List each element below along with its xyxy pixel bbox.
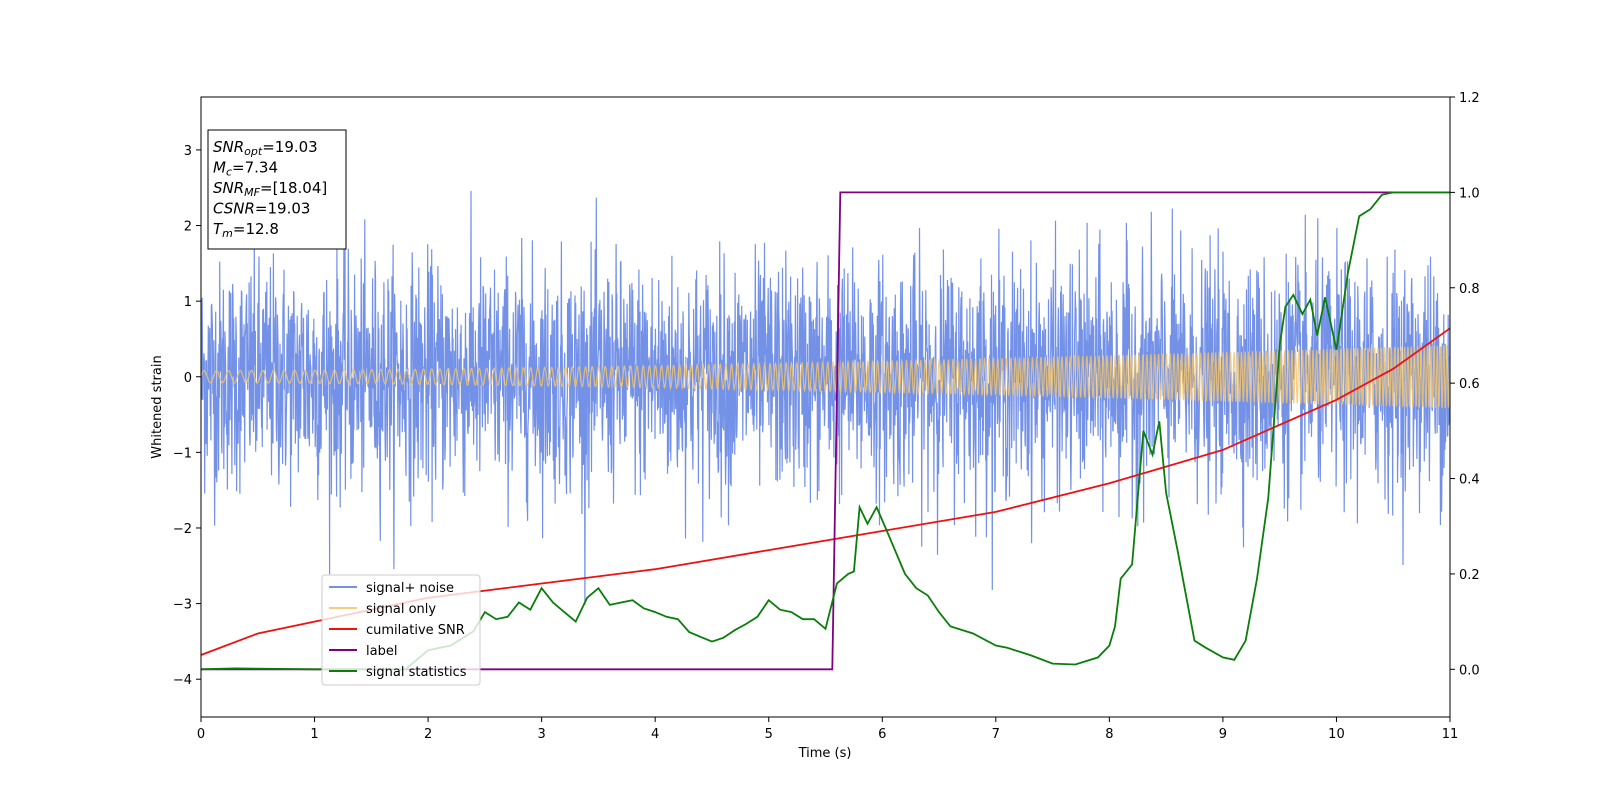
x-tick-label: 7 <box>992 727 1000 742</box>
y-right-tick-label: 0.2 <box>1459 568 1480 583</box>
x-tick-label: 10 <box>1328 727 1345 742</box>
y-left-tick-label: 3 <box>184 144 192 159</box>
y-axis-label: Whitened strain <box>150 355 165 458</box>
x-tick-label: 4 <box>651 727 659 742</box>
annotation-box: SNRopt=19.03Mc=7.34SNRMF=[18.04]CSNR=19.… <box>207 129 347 250</box>
y-left-tick-label: 0 <box>184 371 192 386</box>
y-right-tick-label: 1.0 <box>1459 186 1480 201</box>
annotation-line: CSNR=19.03 <box>213 200 310 218</box>
x-tick-label: 8 <box>1105 727 1113 742</box>
y-left-tick-label: 2 <box>184 220 192 235</box>
y-axis-left: 3 2 1 0 −1 −2 −3 −4 <box>173 144 201 688</box>
series-signal-noise <box>201 190 1450 605</box>
y-right-tick-label: 0.4 <box>1459 473 1480 488</box>
y-left-tick-label: −1 <box>173 446 192 461</box>
annotation-line: SNRMF=[18.04] <box>213 179 327 199</box>
y-left-tick-label: −4 <box>173 673 192 688</box>
y-axis-right: 1.2 1.0 0.8 0.6 0.4 0.2 0.0 <box>1450 91 1480 678</box>
x-tick-label: 11 <box>1442 727 1459 742</box>
y-left-tick-label: −3 <box>173 598 192 613</box>
y-right-tick-label: 0.6 <box>1459 377 1480 392</box>
y-right-tick-label: 1.2 <box>1459 91 1480 106</box>
series-signal-statistics <box>201 191 1450 671</box>
plot-frame <box>200 96 1451 718</box>
legend: signal+ noise signal only cumilative SNR la… <box>321 574 481 686</box>
x-tick-label: 6 <box>878 727 886 742</box>
y-right-tick-label: 0.8 <box>1459 282 1480 297</box>
x-axis: 0 1 2 3 4 5 6 7 8 9 10 11 <box>197 717 1458 742</box>
x-tick-label: 3 <box>537 727 545 742</box>
y-left-tick-label: −2 <box>173 522 192 537</box>
legend-label: label <box>366 644 397 659</box>
x-axis-label: Time (s) <box>798 746 852 761</box>
legend-label: cumilative SNR <box>366 623 465 638</box>
x-tick-label: 2 <box>424 727 432 742</box>
series-signal-only <box>201 345 1450 409</box>
x-tick-label: 0 <box>197 727 205 742</box>
x-tick-label: 1 <box>310 727 318 742</box>
legend-label: signal only <box>366 602 436 617</box>
y-left-tick-label: 1 <box>184 295 192 310</box>
series-label <box>201 191 1450 671</box>
annotation-line: SNRopt=19.03 <box>213 138 318 158</box>
legend-label: signal statistics <box>366 665 467 680</box>
legend-label: signal+ noise <box>366 581 454 596</box>
x-tick-label: 5 <box>765 727 773 742</box>
y-right-tick-label: 0.0 <box>1459 663 1480 678</box>
x-tick-label: 9 <box>1219 727 1227 742</box>
annotation-line: Tm=12.8 <box>213 220 279 240</box>
annotation-line: Mc=7.34 <box>213 159 278 179</box>
